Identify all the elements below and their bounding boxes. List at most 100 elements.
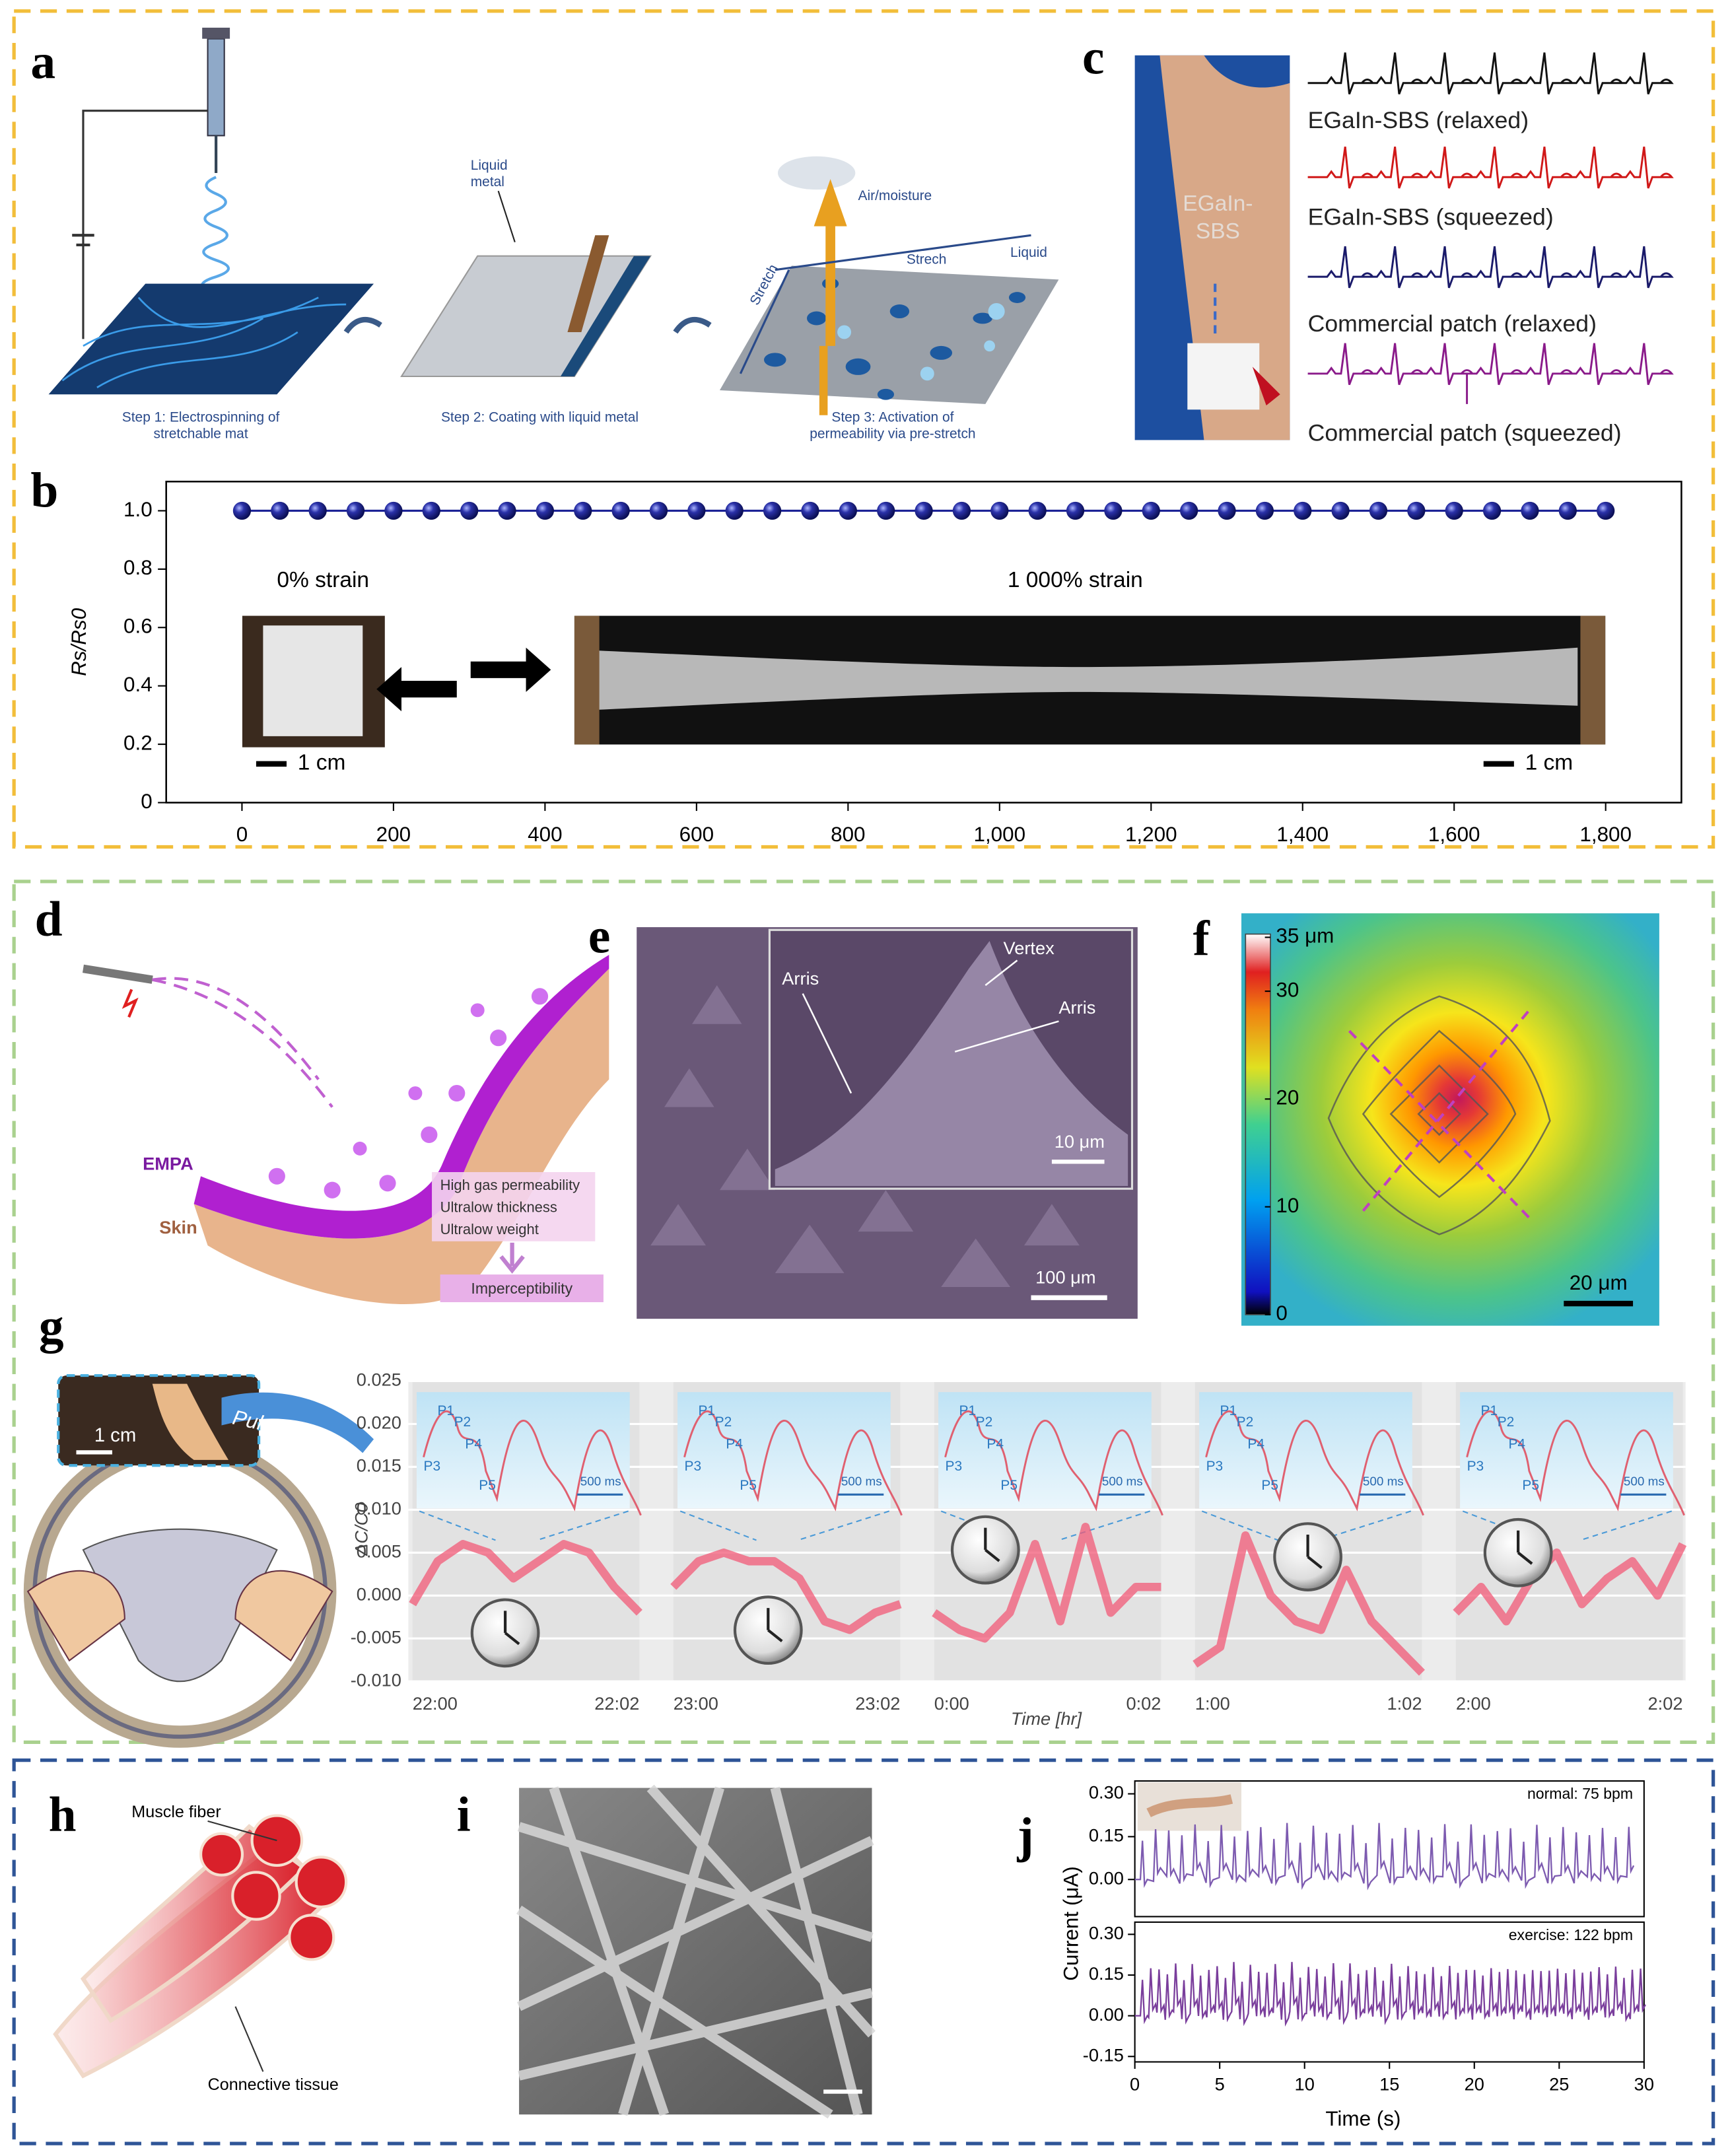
y-tick-label: 0.30 [1089, 1782, 1124, 1803]
x-tick-label: 10 [1295, 2073, 1315, 2094]
data-point [877, 501, 895, 520]
y-tick-label: 0.2 [123, 731, 153, 754]
panel-e: e Arris Vertex Arris 10 μm 100 μm [588, 909, 1138, 1319]
peak-label: P5 [1261, 1478, 1278, 1493]
data-point [1369, 501, 1388, 520]
shape [470, 647, 551, 692]
annotation: exercise: 122 bpm [1509, 1926, 1633, 1943]
peak-label: P5 [740, 1478, 757, 1493]
annotation: normal: 75 bpm [1527, 1785, 1633, 1802]
shape [567, 235, 609, 332]
shape [1580, 615, 1606, 745]
shape [263, 625, 363, 736]
inset-bg [1460, 1392, 1673, 1509]
shape [775, 941, 1128, 1186]
label: EGaIn-SBS (relaxed) [1308, 107, 1529, 133]
signal [1453, 1542, 1687, 1626]
data-point [422, 501, 440, 520]
signal [670, 1548, 902, 1634]
label: Ultralow weight [440, 1221, 539, 1237]
colorbar-tick-label: 30 [1276, 978, 1299, 1001]
peak-label: P5 [479, 1478, 496, 1493]
shape [823, 2089, 862, 2094]
inset-scale: 500 ms [1102, 1474, 1143, 1488]
shape [531, 988, 549, 1005]
shape [1146, 1794, 1233, 1817]
label: EGaIn- [1183, 191, 1253, 216]
shape [802, 959, 1059, 1094]
inset-link [679, 1510, 889, 1541]
y-tick-label: -0.010 [351, 1669, 401, 1690]
shape [72, 234, 94, 247]
y-tick-label: -0.005 [351, 1626, 401, 1647]
label: j [1017, 1809, 1034, 1863]
data-point [763, 501, 782, 520]
x-tick-label: 0 [236, 823, 248, 846]
shape [343, 317, 382, 334]
label: 0% strain [277, 568, 369, 592]
x-tick-label: 22:02 [594, 1693, 639, 1714]
y-axis-label: ΔC/C0 [351, 1503, 371, 1556]
data-point [1331, 501, 1350, 520]
data-point [687, 501, 706, 520]
x-tick-label: 30 [1634, 2073, 1654, 2094]
x-tick-label: 400 [528, 823, 562, 846]
shape [984, 340, 995, 352]
x-tick-label: 20 [1465, 2073, 1484, 2094]
shape [231, 1871, 281, 1921]
label: Imperceptibility [471, 1280, 572, 1297]
label: Vertex [1004, 938, 1055, 958]
peak-label: P3 [946, 1459, 963, 1474]
data-point [346, 501, 365, 520]
panel-a: a Liquid metal Air/moisture Strech Stret… [30, 27, 1059, 442]
frames [12, 9, 1715, 2145]
data-point [1180, 501, 1198, 520]
y-tick-label: 0.00 [1089, 1867, 1124, 1888]
shape [207, 38, 225, 137]
inset-bg [1199, 1392, 1412, 1509]
label: Arris [1058, 997, 1095, 1018]
shape [376, 667, 457, 712]
shape [595, 647, 1578, 711]
shape [448, 1084, 466, 1102]
x-tick-label: 1,400 [1276, 823, 1329, 846]
y-axis-label: Current (μA) [1060, 1866, 1083, 1980]
ecg-trace [1307, 343, 1674, 404]
shape [408, 1086, 423, 1101]
label: g [39, 1299, 64, 1354]
peak-label: P3 [423, 1459, 440, 1474]
shape [646, 1784, 876, 2038]
data-point [384, 501, 403, 520]
shape [1483, 761, 1514, 767]
x-tick-label: 23:00 [674, 1693, 718, 1714]
inset-bg [417, 1392, 630, 1509]
colorbar-tick-label: 20 [1276, 1086, 1299, 1109]
x-tick-label: 1:00 [1195, 1693, 1230, 1714]
shape [1348, 1009, 1531, 1219]
x-tick-label: 2:00 [1456, 1693, 1491, 1714]
shape [76, 1450, 112, 1455]
ecg-trace [1307, 146, 1674, 189]
x-tick-label: 25 [1549, 2073, 1569, 2094]
label: 1 cm [1525, 751, 1574, 775]
label: b [30, 464, 58, 518]
shape [877, 388, 895, 400]
shape [516, 1836, 874, 2011]
data-point [801, 501, 819, 520]
panel-d: d EMPA Skin High gas permeability Ultral… [35, 892, 609, 1304]
panel-c: c EGaIn- SBS EGaIn-SBS (relaxed) EGaIn-S… [1082, 30, 1674, 446]
x-tick-label: 600 [679, 823, 714, 846]
clock-hands [984, 1527, 1000, 1562]
shape [719, 265, 1059, 404]
shape [121, 989, 139, 1018]
data-point [1218, 501, 1236, 520]
shape [1241, 913, 1659, 1326]
label: Air/moisture [858, 188, 932, 203]
label: 10 μm [1055, 1131, 1105, 1152]
data-point [1445, 501, 1463, 520]
label: h [49, 1788, 77, 1842]
shape [207, 1820, 277, 2072]
shape [470, 1003, 485, 1018]
peak-label: P1 [437, 1403, 454, 1418]
label: e [588, 909, 610, 963]
